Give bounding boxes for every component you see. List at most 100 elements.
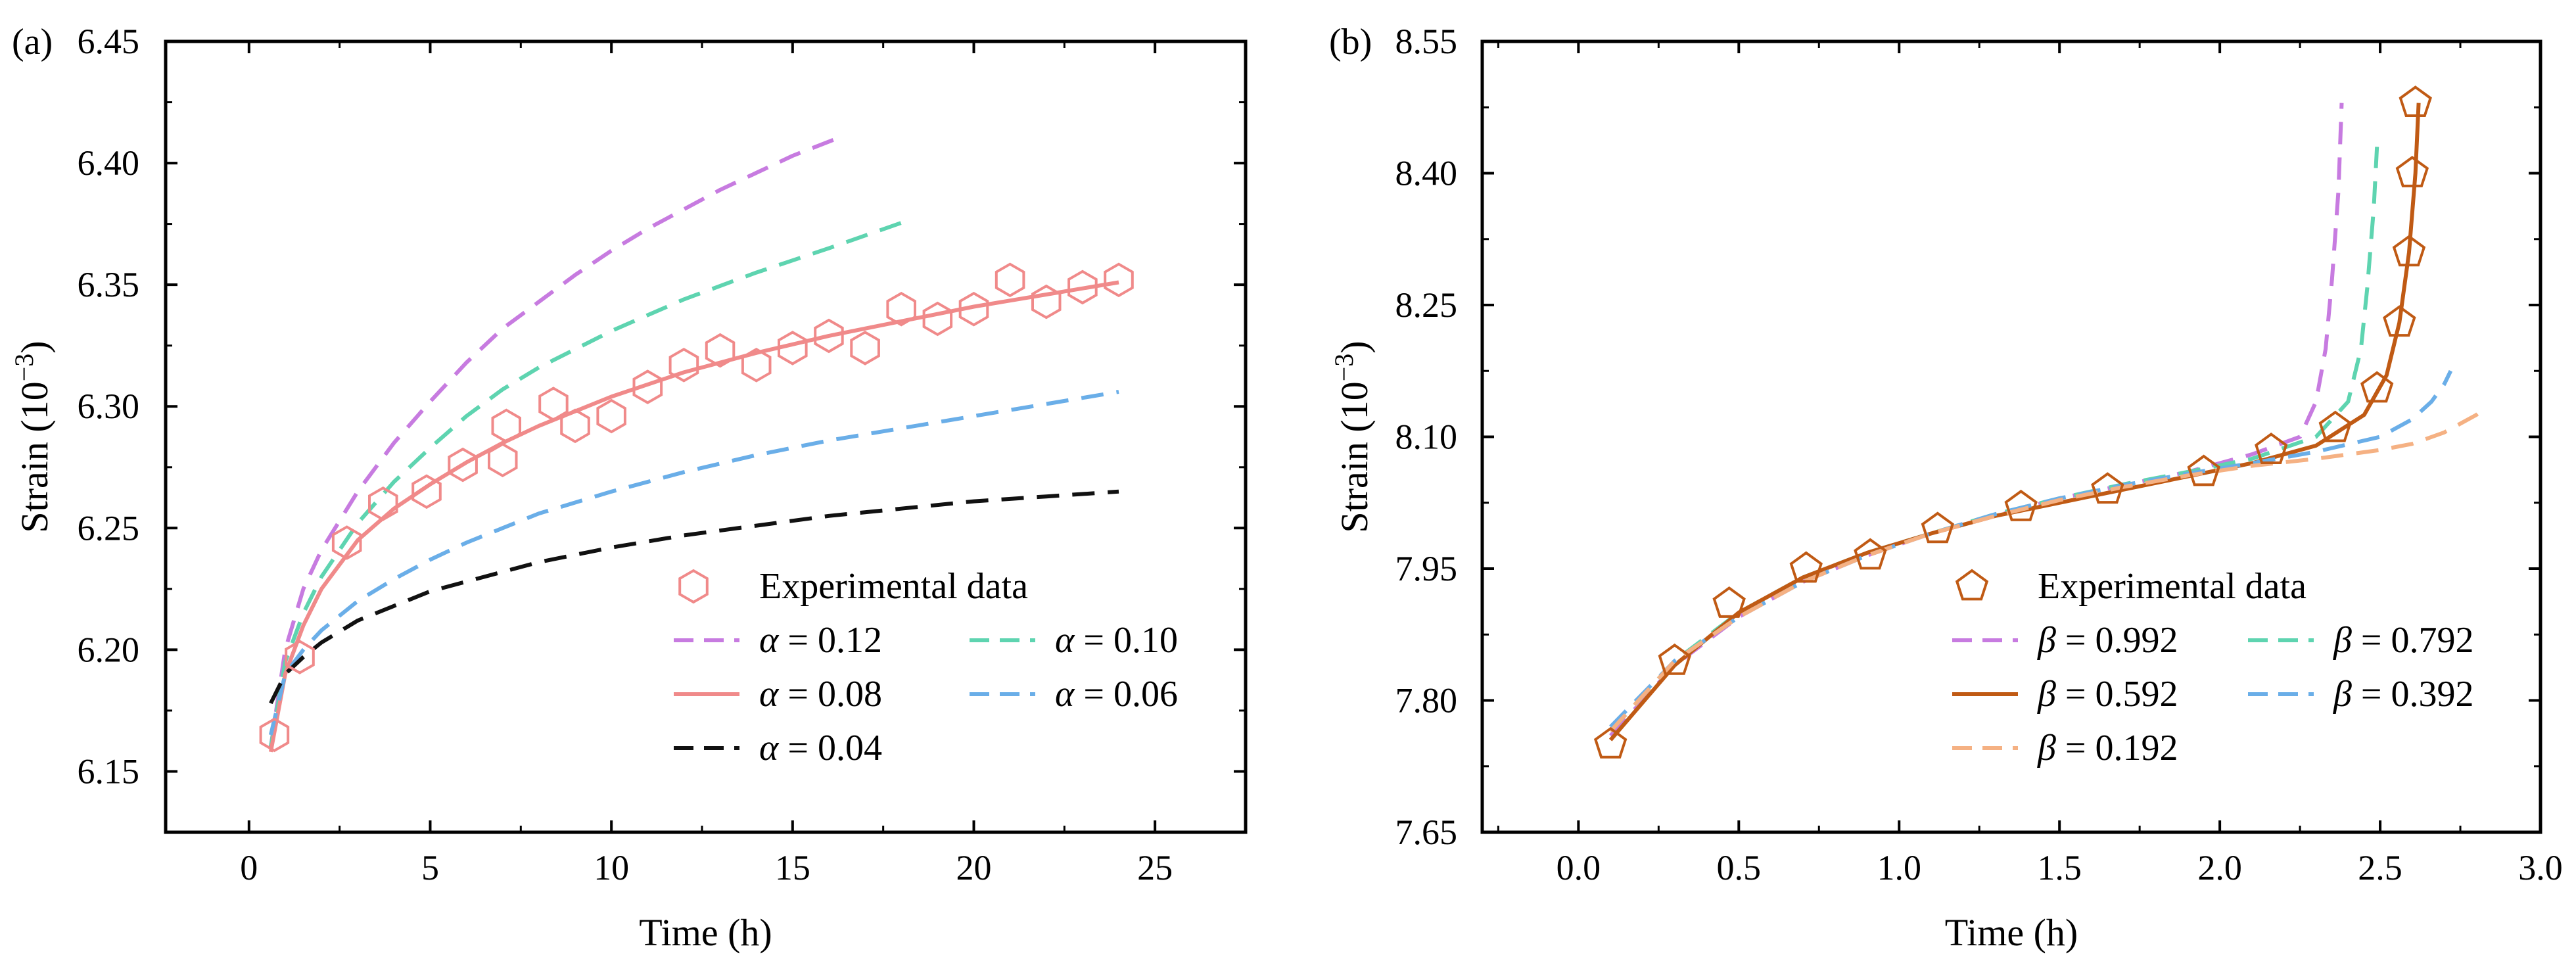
- data-point: [632, 369, 663, 404]
- data-point: [2360, 371, 2394, 403]
- data-point: [368, 486, 398, 521]
- series-line-2: [1608, 147, 2379, 733]
- legend-symbol: β: [2333, 674, 2352, 715]
- x-tick-label: 0.5: [1717, 848, 1762, 887]
- legend-label-1: β = 0.992: [2037, 620, 2178, 661]
- data-point: [1921, 511, 1954, 544]
- series-line-3: [268, 280, 1119, 753]
- legend-label-2: α = 0.10: [1055, 620, 1178, 661]
- y-tick-label: 8.10: [1395, 417, 1458, 457]
- y-tick-label: 8.25: [1395, 285, 1458, 325]
- data-point: [814, 318, 844, 354]
- data-point: [2004, 489, 2038, 521]
- data-point: [2091, 472, 2124, 504]
- legend-value: = 0.592: [2056, 674, 2178, 715]
- data-point: [1658, 643, 1691, 675]
- legend-value: = 0.06: [1074, 674, 1178, 715]
- y-tick-label: 6.15: [78, 751, 140, 791]
- y-tick-label: 7.65: [1395, 813, 1458, 852]
- legend-symbol: β: [2037, 620, 2056, 661]
- data-point: [2399, 85, 2432, 117]
- data-point: [596, 398, 626, 434]
- x-tick-label: 20: [956, 848, 991, 887]
- data-point: [448, 447, 478, 483]
- series-line-3: [1608, 103, 2421, 742]
- data-point: [668, 347, 699, 383]
- x-tick-label: 25: [1137, 848, 1173, 887]
- data-point: [560, 408, 590, 444]
- series-line-4: [1609, 369, 2453, 728]
- x-tick-label: 0: [240, 848, 258, 887]
- data-point: [331, 525, 362, 560]
- legend-symbol: β: [2037, 728, 2056, 768]
- y-axis-title-main: Strain (10: [13, 381, 56, 532]
- legend-label-4: β = 0.392: [2333, 674, 2473, 715]
- legend-label-5: α = 0.04: [759, 728, 882, 768]
- legend-value: = 0.04: [778, 728, 882, 768]
- x-tick-label: 10: [594, 848, 629, 887]
- series-line-1: [268, 137, 837, 747]
- y-tick-label: 6.20: [78, 630, 140, 669]
- series-line-1: [1608, 103, 2344, 738]
- data-point: [1593, 726, 1628, 759]
- panel-b-label: (b): [1329, 22, 1372, 62]
- y-axis-title-close: ): [1333, 341, 1376, 353]
- x-tick-label: 0.0: [1557, 848, 1601, 887]
- data-point: [922, 301, 953, 337]
- data-point: [1854, 538, 1887, 570]
- data-point: [995, 262, 1025, 298]
- legend-symbol: α: [759, 674, 780, 715]
- y-tick-label: 6.45: [78, 22, 140, 61]
- x-tick-label: 15: [775, 848, 810, 887]
- legend-value: = 0.08: [778, 674, 882, 715]
- legend-symbol: α: [759, 728, 780, 768]
- plot-area: [1593, 85, 2488, 759]
- data-point: [488, 442, 518, 478]
- legend-label-2: β = 0.792: [2333, 620, 2473, 661]
- x-tick-label: 2.0: [2197, 848, 2242, 887]
- panel-b-frame: [1480, 39, 2542, 834]
- legend-label-4: α = 0.06: [1055, 674, 1178, 715]
- legend-value: = 0.392: [2352, 674, 2474, 715]
- series-line-2: [268, 217, 913, 747]
- legend-value: = 0.10: [1074, 620, 1178, 661]
- y-tick-label: 7.95: [1395, 549, 1458, 588]
- x-tick-label: 3.0: [2518, 848, 2563, 887]
- data-point: [538, 387, 569, 421]
- data-point: [778, 331, 808, 366]
- y-axis-title: Strain (10−3): [9, 341, 56, 532]
- legend-label-1: α = 0.12: [759, 620, 882, 661]
- legend-value: = 0.192: [2056, 728, 2178, 768]
- data-point: [2318, 410, 2352, 442]
- x-tick-label: 1.5: [2037, 848, 2082, 887]
- data-point: [259, 717, 290, 753]
- y-axis-title-close: ): [13, 341, 56, 353]
- data-point: [2187, 454, 2220, 486]
- y-axis-title-main: Strain (10: [1333, 381, 1376, 532]
- y-tick-label: 7.80: [1395, 681, 1458, 720]
- data-point: [886, 291, 916, 327]
- x-axis-title: Time (h): [1945, 911, 2078, 954]
- data-point: [1031, 284, 1062, 319]
- panel-a-frame: [164, 39, 1248, 834]
- series-line-5: [269, 489, 1119, 705]
- legend-symbol: β: [2333, 620, 2352, 661]
- plot-area: [259, 137, 1134, 753]
- y-tick-label: 6.40: [78, 143, 140, 183]
- y-tick-label: 6.25: [78, 508, 140, 548]
- data-point: [1789, 551, 1823, 583]
- data-point: [285, 640, 315, 674]
- y-tick-label: 8.40: [1395, 154, 1458, 193]
- y-tick-label: 6.35: [78, 265, 140, 304]
- y-tick-label: 6.30: [78, 387, 140, 426]
- legend-value: = 0.12: [778, 620, 882, 661]
- data-point: [958, 291, 989, 327]
- data-point: [2383, 305, 2416, 337]
- data-point: [850, 331, 880, 366]
- x-tick-label: 2.5: [2358, 848, 2402, 887]
- legend-symbol: β: [2037, 674, 2056, 715]
- panel-b-chart: (b) 7.65 7.80 7.95 8.10 8.25 8.40 8.55 0.0 0.5 1.0…: [1329, 22, 2563, 954]
- legend-marker-experimental: [678, 569, 709, 604]
